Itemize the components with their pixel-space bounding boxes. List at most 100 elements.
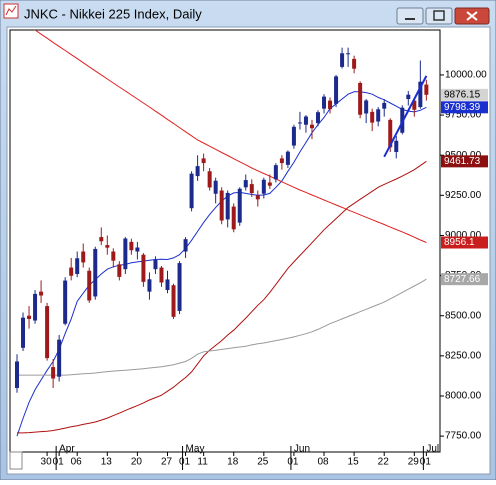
y-tick-label: 9000.00 bbox=[445, 230, 482, 241]
candle-body bbox=[279, 158, 284, 164]
candle-body bbox=[273, 165, 278, 180]
candle-body bbox=[309, 124, 314, 129]
x-tick-label: 25 bbox=[257, 457, 269, 468]
month-label: Apr bbox=[59, 444, 75, 455]
y-tick-label: 9500.00 bbox=[445, 150, 482, 161]
candle-body bbox=[21, 317, 26, 348]
candle-body bbox=[207, 171, 212, 188]
line-value-label-box bbox=[441, 155, 488, 168]
x-tick-label: 18 bbox=[227, 457, 239, 468]
candle-body bbox=[316, 112, 320, 124]
moving-average-line bbox=[17, 160, 427, 434]
candle-body bbox=[123, 238, 128, 270]
candle-body bbox=[171, 285, 176, 317]
candle-body bbox=[27, 315, 32, 319]
candle-body bbox=[51, 367, 56, 379]
candle-body bbox=[334, 76, 339, 104]
candle-body bbox=[63, 280, 68, 324]
scroll-box[interactable] bbox=[9, 451, 23, 470]
x-tick-label: 06 bbox=[71, 457, 83, 468]
candle-body bbox=[406, 94, 411, 100]
x-tick-label: 30 bbox=[41, 457, 53, 468]
candle-body bbox=[177, 263, 182, 311]
candle-body bbox=[201, 158, 206, 164]
y-tick-label: 7750.00 bbox=[445, 431, 482, 442]
x-tick-label: 01 bbox=[179, 457, 191, 468]
candle-body bbox=[99, 237, 104, 242]
candle-body bbox=[394, 140, 399, 152]
plot-area bbox=[9, 29, 441, 453]
moving-average-line bbox=[34, 30, 427, 243]
candle-body bbox=[225, 192, 230, 220]
candle-body bbox=[237, 188, 242, 223]
y-tick-label: 8500.00 bbox=[445, 310, 482, 321]
line-value-label-box bbox=[441, 101, 488, 114]
candle-body bbox=[249, 184, 254, 194]
candle-body bbox=[418, 81, 423, 108]
line-value-label: 8956.1 bbox=[444, 237, 475, 248]
icon-glyph bbox=[5, 5, 17, 16]
candle-body bbox=[388, 119, 393, 148]
candle-body bbox=[165, 279, 170, 291]
candle-body bbox=[45, 306, 50, 359]
candle-body bbox=[33, 293, 38, 321]
candle-body bbox=[328, 100, 333, 110]
y-tick-label: 9750.00 bbox=[445, 110, 482, 121]
x-tick-label: 13 bbox=[101, 457, 113, 468]
last-close-label: 9876.15 bbox=[444, 89, 481, 100]
month-label: Jul bbox=[426, 444, 439, 455]
candle-body bbox=[147, 279, 152, 292]
line-value-label: 9461.73 bbox=[444, 156, 481, 167]
trendline bbox=[383, 75, 428, 158]
candle-body bbox=[141, 254, 146, 282]
x-tick-label: 11 bbox=[197, 457, 208, 468]
x-tick-label: 15 bbox=[348, 457, 360, 468]
candle-body bbox=[424, 84, 429, 95]
minimize-button[interactable] bbox=[396, 7, 424, 25]
candle-body bbox=[412, 100, 417, 110]
plot-layer bbox=[15, 30, 429, 437]
x-tick-label: 01 bbox=[420, 457, 432, 468]
window-title: JNKC - Nikkei 225 Index, Daily bbox=[24, 6, 202, 21]
maximize-glyph bbox=[433, 10, 445, 21]
candle-body bbox=[87, 270, 92, 301]
window-buttons[interactable] bbox=[396, 7, 490, 25]
line-value-label: 9798.39 bbox=[444, 102, 481, 113]
candle-body bbox=[75, 258, 80, 274]
line-value-label-box bbox=[441, 273, 488, 286]
candle-body bbox=[219, 190, 224, 221]
candle-body bbox=[267, 182, 272, 186]
month-label: May bbox=[186, 444, 205, 455]
candle-body bbox=[291, 126, 296, 146]
x-tick-label: 01 bbox=[53, 457, 65, 468]
candle-body bbox=[69, 267, 74, 276]
candle-body bbox=[183, 239, 188, 252]
candle-body bbox=[261, 179, 266, 194]
candle-body bbox=[322, 96, 327, 109]
candle-body bbox=[382, 102, 387, 109]
last-close-label-box bbox=[441, 88, 488, 101]
candle-body bbox=[159, 267, 164, 283]
candle-body bbox=[303, 116, 308, 125]
candle-body bbox=[370, 111, 375, 123]
candle-body bbox=[39, 291, 44, 296]
candle-body bbox=[129, 241, 134, 251]
candle-body bbox=[285, 151, 290, 165]
line-value-label-box bbox=[441, 236, 488, 249]
x-tick-label: 27 bbox=[161, 457, 173, 468]
candle-body bbox=[346, 53, 351, 55]
candle-body bbox=[358, 82, 363, 115]
maximize-button[interactable] bbox=[425, 7, 453, 25]
candle-body bbox=[15, 361, 19, 388]
x-tick-label: 20 bbox=[131, 457, 143, 468]
candle-body bbox=[297, 122, 302, 124]
candle-body bbox=[153, 260, 158, 270]
candle-body bbox=[231, 206, 236, 230]
moving-average-line bbox=[17, 278, 427, 376]
y-tick-label: 8000.00 bbox=[445, 391, 482, 402]
y-tick-label: 10000.00 bbox=[445, 70, 487, 81]
candle-body bbox=[255, 195, 260, 200]
line-value-label: 8727.66 bbox=[444, 274, 481, 285]
